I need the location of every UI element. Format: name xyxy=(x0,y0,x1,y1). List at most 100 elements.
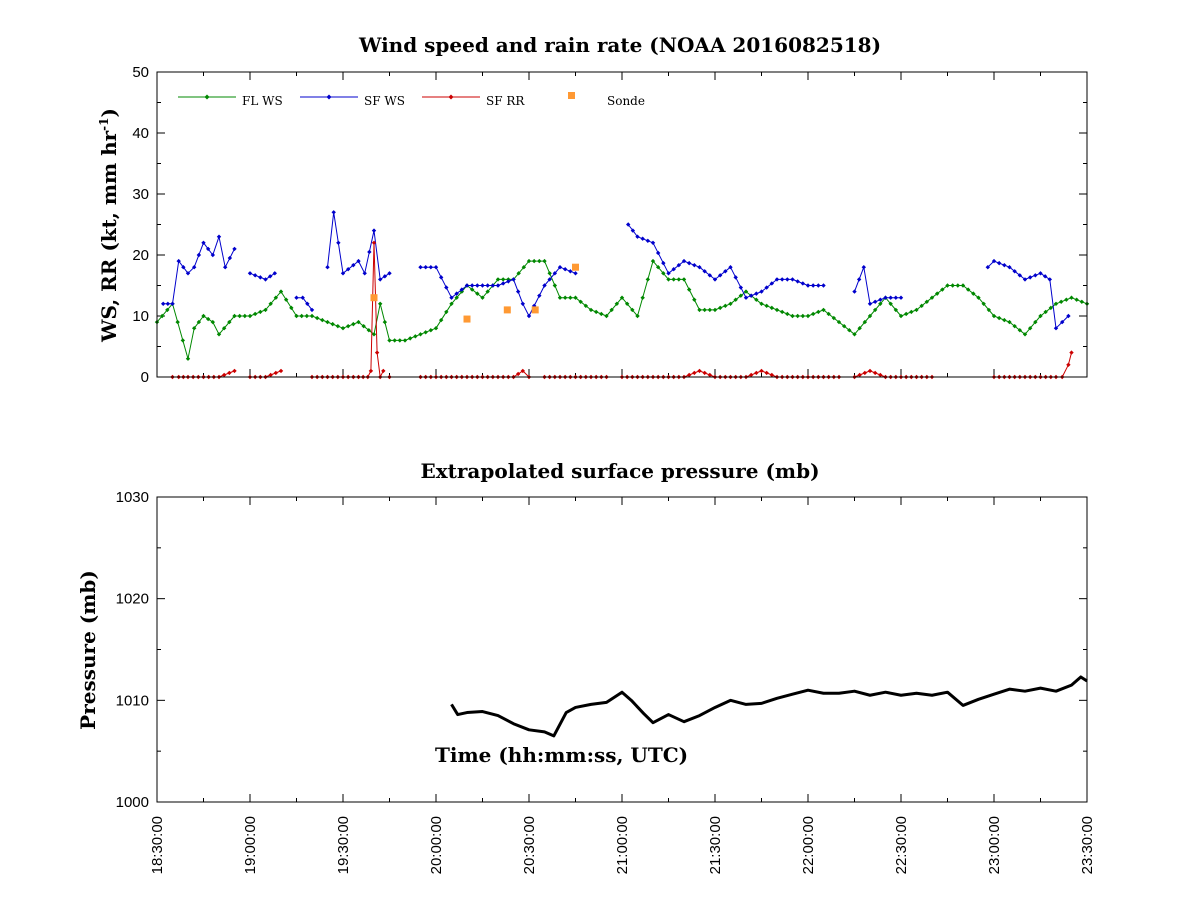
data-point xyxy=(368,368,374,374)
data-point xyxy=(790,313,795,319)
series-sf-rr xyxy=(170,240,1074,380)
data-point xyxy=(192,265,197,270)
data-point xyxy=(1043,309,1048,315)
data-point xyxy=(201,313,206,319)
data-point xyxy=(826,311,831,317)
pressure-y-tick-labels: 1000 1010 1020 1030 xyxy=(116,489,149,811)
data-point xyxy=(210,319,215,325)
data-point xyxy=(438,317,444,323)
sonde-point xyxy=(370,294,378,302)
x-tick-label: 21:30:00 xyxy=(707,816,724,874)
data-point xyxy=(821,283,826,288)
legend-marker xyxy=(326,94,332,100)
data-point xyxy=(1053,326,1059,331)
data-point xyxy=(227,255,233,261)
data-point xyxy=(764,370,769,376)
data-point xyxy=(872,299,878,304)
data-point xyxy=(268,301,273,306)
data-point xyxy=(309,313,315,319)
data-point xyxy=(216,332,222,337)
data-point xyxy=(1069,295,1074,300)
data-point xyxy=(1022,332,1028,337)
data-point xyxy=(362,271,367,276)
data-point xyxy=(702,269,707,274)
data-point xyxy=(893,295,899,300)
data-point xyxy=(272,271,277,276)
data-point xyxy=(336,240,341,245)
data-point xyxy=(263,307,268,313)
wind-rain-y-axis-label: WS, RR (kt, mm hr-1) xyxy=(97,108,121,343)
data-point xyxy=(692,370,697,376)
data-point xyxy=(686,372,692,378)
legend-swatch xyxy=(568,92,575,99)
data-point xyxy=(940,287,945,292)
data-point xyxy=(378,301,383,306)
data-point xyxy=(795,313,800,319)
data-point xyxy=(919,303,924,309)
data-point xyxy=(1066,362,1071,367)
data-point xyxy=(1058,299,1064,304)
legend-marker xyxy=(448,94,454,100)
data-point xyxy=(469,283,475,288)
data-point xyxy=(475,291,480,296)
series-line xyxy=(627,224,824,299)
data-point xyxy=(562,267,568,272)
data-point xyxy=(407,336,413,341)
data-point xyxy=(779,277,785,282)
data-point xyxy=(764,303,769,309)
data-point xyxy=(161,301,166,306)
data-point xyxy=(878,297,883,302)
data-point xyxy=(1066,313,1071,319)
data-point xyxy=(500,281,506,286)
data-point xyxy=(221,326,227,331)
data-point xyxy=(223,265,228,270)
data-point xyxy=(872,307,878,313)
data-point xyxy=(521,265,527,270)
data-point xyxy=(805,313,811,319)
data-point xyxy=(526,258,532,264)
data-point xyxy=(635,313,640,319)
data-point xyxy=(515,289,521,294)
data-point xyxy=(495,283,501,288)
wind-rain-y-axis-label-sup: -1 xyxy=(97,117,111,130)
data-point xyxy=(210,252,215,258)
data-point xyxy=(413,334,418,339)
data-point xyxy=(506,279,511,284)
data-point xyxy=(630,307,635,313)
data-point xyxy=(335,323,341,329)
pressure-title: Extrapolated surface pressure (mb) xyxy=(420,459,819,483)
series-line xyxy=(854,370,932,378)
data-point xyxy=(986,307,992,313)
data-point xyxy=(821,307,826,313)
data-point xyxy=(552,271,558,276)
data-point xyxy=(185,356,191,361)
pressure-panel: Extrapolated surface pressure (mb) 10001… xyxy=(76,459,1096,874)
y-tick-label: 1010 xyxy=(116,692,149,709)
data-point xyxy=(345,323,351,329)
series-sonde xyxy=(370,263,579,323)
data-point xyxy=(867,301,873,306)
data-point xyxy=(1047,277,1052,282)
data-point xyxy=(661,271,666,276)
data-point xyxy=(738,293,744,298)
data-point xyxy=(475,283,480,288)
data-point xyxy=(247,271,253,276)
data-point xyxy=(599,311,604,317)
data-point xyxy=(852,332,857,337)
wind-rain-legend: FL WS SF WS SF RR Sonde xyxy=(178,92,645,108)
x-tick-label: 22:30:00 xyxy=(893,816,910,874)
data-point xyxy=(1012,269,1017,274)
data-point xyxy=(1048,305,1054,311)
sonde-point xyxy=(572,263,579,271)
data-point xyxy=(707,307,713,313)
data-point xyxy=(351,262,356,268)
data-point xyxy=(697,265,702,270)
data-point xyxy=(666,271,671,276)
data-point xyxy=(418,265,423,270)
data-point xyxy=(454,295,459,300)
series-line xyxy=(296,297,313,311)
data-point xyxy=(278,368,284,374)
data-point xyxy=(294,313,299,319)
x-tick-label: 19:00:00 xyxy=(242,816,259,874)
data-point xyxy=(655,265,661,270)
